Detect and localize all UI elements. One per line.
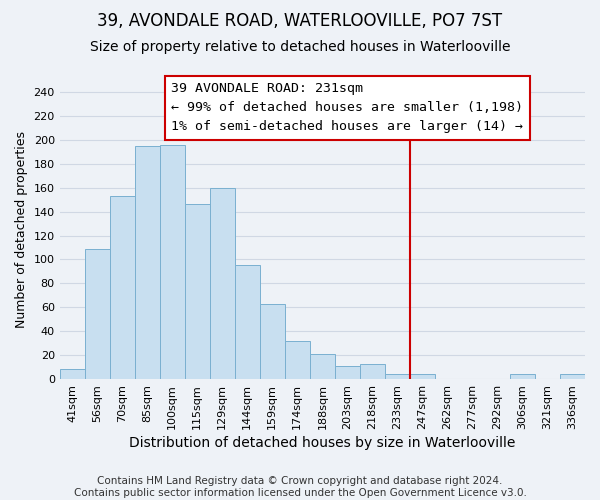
Text: 39, AVONDALE ROAD, WATERLOOVILLE, PO7 7ST: 39, AVONDALE ROAD, WATERLOOVILLE, PO7 7S…	[97, 12, 503, 30]
Bar	[235, 266, 260, 379]
Bar	[560, 374, 585, 379]
Bar	[110, 196, 135, 379]
Y-axis label: Number of detached properties: Number of detached properties	[15, 131, 28, 328]
Bar	[310, 354, 335, 379]
Text: Size of property relative to detached houses in Waterlooville: Size of property relative to detached ho…	[90, 40, 510, 54]
Bar	[59, 370, 85, 379]
Bar	[210, 188, 235, 379]
Text: Contains HM Land Registry data © Crown copyright and database right 2024.
Contai: Contains HM Land Registry data © Crown c…	[74, 476, 526, 498]
X-axis label: Distribution of detached houses by size in Waterlooville: Distribution of detached houses by size …	[129, 436, 515, 450]
Bar	[135, 146, 160, 379]
Bar	[385, 374, 410, 379]
Bar	[260, 304, 285, 379]
Bar	[185, 204, 210, 379]
Bar	[410, 374, 435, 379]
Bar	[335, 366, 360, 379]
Bar	[160, 144, 185, 379]
Text: 39 AVONDALE ROAD: 231sqm
← 99% of detached houses are smaller (1,198)
1% of semi: 39 AVONDALE ROAD: 231sqm ← 99% of detach…	[172, 82, 523, 134]
Bar	[85, 248, 110, 379]
Bar	[360, 364, 385, 379]
Bar	[510, 374, 535, 379]
Bar	[285, 341, 310, 379]
